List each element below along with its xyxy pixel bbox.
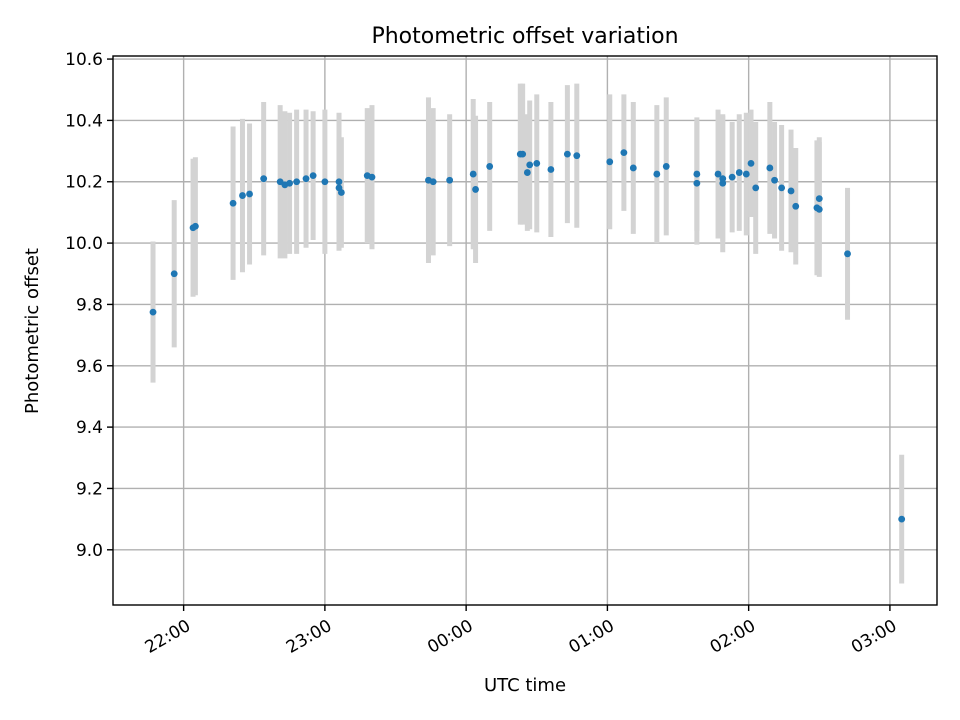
data-point (192, 222, 199, 230)
data-point (519, 150, 527, 158)
y-tick-label: 10.4 (65, 111, 103, 131)
data-point (778, 184, 786, 192)
data-point (229, 199, 237, 207)
data-point (766, 164, 774, 172)
data-point (662, 163, 670, 170)
data-point (368, 173, 376, 181)
data-point (787, 187, 795, 195)
y-tick-label: 9.2 (76, 479, 103, 499)
data-point (735, 169, 743, 176)
y-tick-label: 9.6 (76, 357, 103, 377)
data-point (815, 195, 823, 203)
data-point (606, 158, 614, 166)
data-point (728, 173, 736, 181)
x-tick-label: 22:00 (142, 616, 194, 658)
data-point (573, 152, 581, 160)
x-axis: 22:00 23:00 00:00 01:00 02:00 03:00 (142, 605, 900, 658)
data-point (429, 178, 437, 186)
y-tick-label: 9.4 (76, 418, 103, 438)
data-point (714, 170, 722, 178)
x-tick-label: 03:00 (848, 616, 900, 658)
data-point (321, 178, 329, 186)
data-point (472, 186, 479, 193)
data-point (523, 169, 531, 176)
data-point (486, 163, 494, 170)
y-tick-label: 10.2 (65, 173, 103, 193)
x-tick-label: 01:00 (565, 616, 617, 658)
data-point (815, 205, 823, 213)
data-point (653, 170, 661, 178)
data-point (526, 161, 534, 169)
data-point (446, 176, 454, 184)
data-point (719, 179, 727, 187)
data-points (149, 149, 906, 523)
data-point (260, 175, 268, 183)
data-point (563, 150, 571, 158)
data-point (792, 202, 800, 210)
data-point (898, 515, 906, 523)
data-point (693, 170, 701, 178)
data-point (302, 175, 310, 183)
error-bars (150, 83, 905, 584)
data-point (293, 178, 301, 186)
x-tick-label: 23:00 (283, 616, 335, 658)
y-tick-label: 10.6 (65, 50, 103, 70)
x-axis-label: UTC time (484, 675, 566, 696)
data-point (629, 164, 637, 172)
data-point (149, 308, 157, 316)
x-tick-label: 02:00 (707, 616, 759, 658)
y-tick-label: 9.0 (76, 541, 103, 561)
data-point (286, 179, 293, 187)
chart-title: Photometric offset variation (371, 24, 678, 49)
y-tick-label: 9.8 (76, 295, 103, 315)
data-point (547, 166, 555, 173)
data-point (844, 250, 851, 258)
data-point (752, 184, 760, 192)
data-point (620, 149, 628, 157)
data-point (246, 190, 253, 198)
plot-frame (112, 55, 938, 606)
data-point (239, 192, 246, 199)
data-point (170, 270, 178, 278)
y-axis-label: Photometric offset (22, 248, 43, 414)
data-point (533, 159, 541, 167)
data-point (771, 176, 778, 184)
data-point (742, 170, 750, 178)
data-point (747, 159, 755, 167)
data-point (335, 178, 343, 186)
y-tick-label: 10.0 (65, 234, 103, 254)
data-point (337, 189, 345, 196)
data-point (309, 172, 317, 180)
data-point (469, 170, 477, 178)
data-point (693, 179, 701, 187)
y-axis: 9.0 9.2 9.4 9.6 9.8 10.0 10.2 10.4 10.6 (65, 50, 113, 561)
x-tick-label: 00:00 (424, 616, 476, 658)
